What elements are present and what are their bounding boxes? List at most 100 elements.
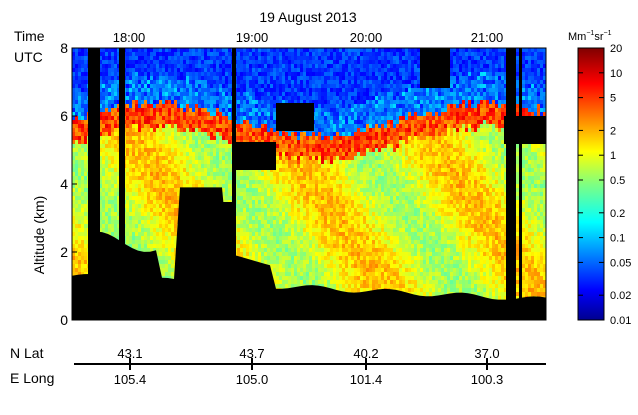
backscatter-cell — [243, 72, 246, 76]
backscatter-cell — [168, 92, 171, 96]
backscatter-cell — [156, 192, 159, 196]
backscatter-cell — [180, 120, 183, 124]
backscatter-cell — [114, 80, 117, 84]
backscatter-cell — [156, 136, 159, 140]
backscatter-cell — [180, 104, 183, 108]
backscatter-cell — [111, 100, 114, 104]
backscatter-cell — [216, 76, 219, 80]
backscatter-cell — [180, 84, 183, 88]
backscatter-cell — [288, 76, 291, 80]
backscatter-cell — [189, 64, 192, 68]
backscatter-cell — [156, 104, 159, 108]
backscatter-cell — [141, 112, 144, 116]
backscatter-cell — [78, 232, 81, 236]
backscatter-cell — [210, 48, 213, 52]
backscatter-cell — [75, 120, 78, 124]
backscatter-cell — [288, 228, 291, 232]
backscatter-cell — [171, 80, 174, 84]
backscatter-cell — [276, 52, 279, 56]
backscatter-cell — [225, 104, 228, 108]
backscatter-cell — [246, 48, 249, 52]
backscatter-cell — [174, 104, 177, 108]
backscatter-cell — [195, 132, 198, 136]
backscatter-cell — [210, 152, 213, 156]
backscatter-cell — [183, 116, 186, 120]
backscatter-cell — [291, 60, 294, 64]
backscatter-cell — [114, 168, 117, 172]
backscatter-cell — [105, 60, 108, 64]
backscatter-cell — [252, 196, 255, 200]
backscatter-cell — [204, 172, 207, 176]
backscatter-cell — [156, 160, 159, 164]
backscatter-cell — [81, 176, 84, 180]
backscatter-cell — [135, 68, 138, 72]
backscatter-cell — [102, 68, 105, 72]
backscatter-cell — [225, 84, 228, 88]
backscatter-cell — [105, 48, 108, 52]
backscatter-cell — [138, 208, 141, 212]
backscatter-cell — [72, 112, 75, 116]
backscatter-cell — [285, 92, 288, 96]
backscatter-cell — [276, 188, 279, 192]
backscatter-cell — [75, 224, 78, 228]
backscatter-cell — [171, 104, 174, 108]
backscatter-cell — [276, 180, 279, 184]
backscatter-cell — [198, 132, 201, 136]
backscatter-cell — [84, 84, 87, 88]
backscatter-cell — [204, 68, 207, 72]
backscatter-cell — [252, 64, 255, 68]
backscatter-cell — [288, 140, 291, 144]
backscatter-cell — [237, 172, 240, 176]
backscatter-cell — [201, 92, 204, 96]
backscatter-cell — [273, 128, 276, 132]
backscatter-cell — [129, 84, 132, 88]
backscatter-cell — [198, 56, 201, 60]
backscatter-cell — [252, 100, 255, 104]
backscatter-cell — [102, 132, 105, 136]
backscatter-cell — [108, 104, 111, 108]
backscatter-cell — [279, 140, 282, 144]
backscatter-cell — [150, 216, 153, 220]
backscatter-cell — [129, 148, 132, 152]
backscatter-cell — [132, 64, 135, 68]
backscatter-cell — [162, 140, 165, 144]
backscatter-cell — [153, 124, 156, 128]
backscatter-cell — [144, 160, 147, 164]
backscatter-cell — [240, 52, 243, 56]
backscatter-cell — [255, 56, 258, 60]
backscatter-cell — [219, 176, 222, 180]
backscatter-cell — [81, 272, 84, 276]
backscatter-cell — [288, 184, 291, 188]
backscatter-cell — [255, 84, 258, 88]
backscatter-cell — [102, 148, 105, 152]
backscatter-cell — [114, 220, 117, 224]
backscatter-cell — [177, 160, 180, 164]
backscatter-cell — [210, 76, 213, 80]
backscatter-cell — [102, 60, 105, 64]
backscatter-cell — [222, 68, 225, 72]
backscatter-cell — [72, 104, 75, 108]
backscatter-cell — [78, 92, 81, 96]
backscatter-cell — [105, 56, 108, 60]
backscatter-cell — [78, 208, 81, 212]
backscatter-cell — [276, 224, 279, 228]
backscatter-cell — [84, 256, 87, 260]
backscatter-cell — [171, 96, 174, 100]
backscatter-cell — [225, 64, 228, 68]
backscatter-cell — [282, 232, 285, 236]
backscatter-cell — [258, 248, 261, 252]
backscatter-cell — [258, 52, 261, 56]
backscatter-cell — [171, 160, 174, 164]
backscatter-cell — [204, 76, 207, 80]
backscatter-cell — [267, 100, 270, 104]
backscatter-cell — [264, 104, 267, 108]
backscatter-cell — [159, 264, 162, 268]
backscatter-cell — [114, 184, 117, 188]
backscatter-cell — [249, 56, 252, 60]
backscatter-cell — [180, 60, 183, 64]
backscatter-cell — [219, 168, 222, 172]
backscatter-cell — [159, 256, 162, 260]
backscatter-cell — [150, 232, 153, 236]
backscatter-cell — [195, 120, 198, 124]
backscatter-cell — [222, 184, 225, 188]
